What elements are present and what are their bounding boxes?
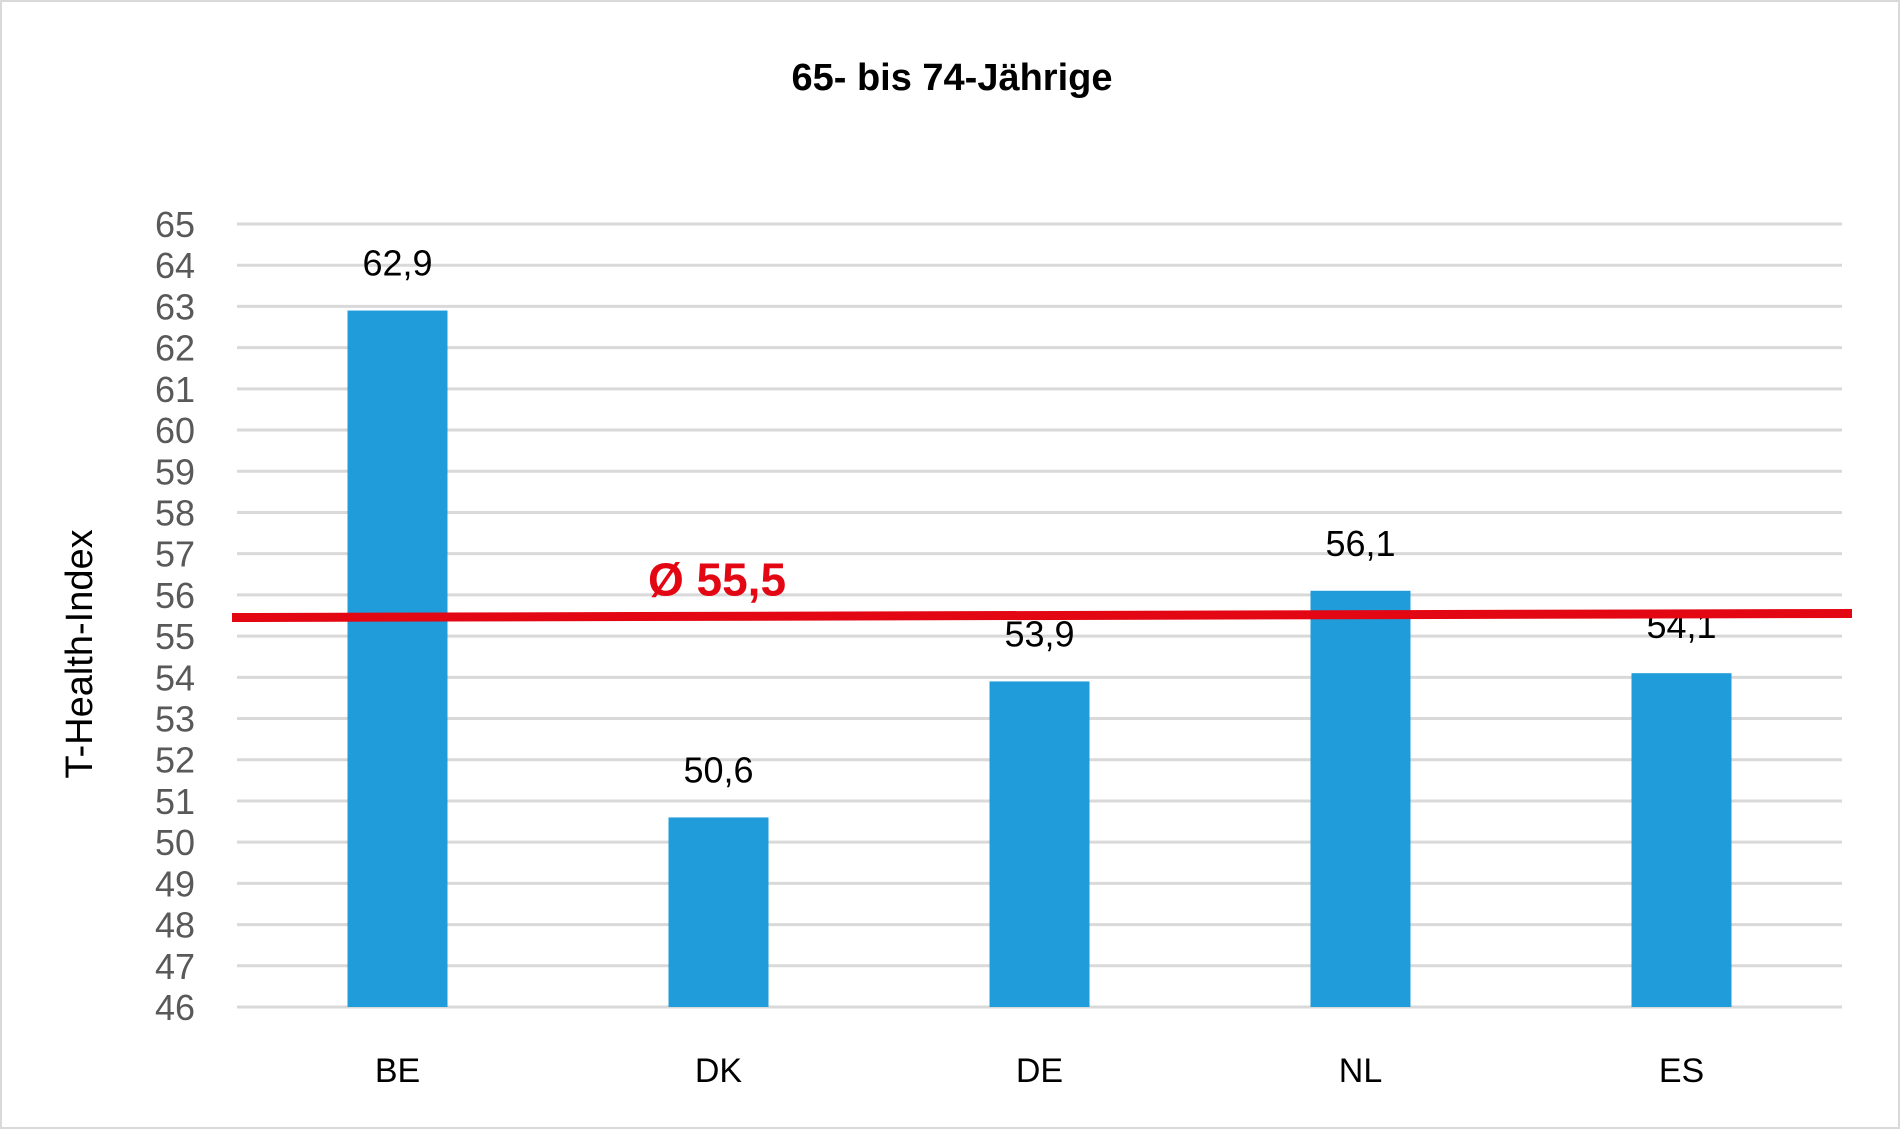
y-tick-label: 49: [155, 863, 195, 904]
average-line-group: Ø 55,5: [231, 554, 1853, 622]
average-line: [231, 609, 1853, 622]
category-label: ES: [1659, 1052, 1704, 1090]
y-tick-label: 60: [155, 410, 195, 451]
y-tick-label: 52: [155, 740, 195, 781]
y-tick-label: 55: [155, 616, 195, 657]
category-label: NL: [1339, 1052, 1382, 1090]
category-label: DK: [695, 1052, 743, 1090]
x-axis-categories: BE DK DE NL ES: [375, 1052, 1704, 1090]
y-tick-label: 53: [155, 699, 195, 740]
category-label: BE: [375, 1052, 420, 1090]
bars: [347, 310, 1732, 1007]
y-tick-label: 62: [155, 328, 195, 369]
y-axis-label: T-Health-Index: [59, 529, 101, 778]
data-label: 56,1: [1325, 523, 1395, 564]
y-tick-label: 51: [155, 781, 195, 822]
y-tick-label: 64: [155, 245, 195, 286]
data-labels: 62,950,653,956,154,1: [362, 243, 1716, 791]
y-tick-label: 48: [155, 905, 195, 946]
data-label: 62,9: [362, 243, 432, 284]
y-tick-label: 65: [155, 204, 195, 245]
bar: [1310, 590, 1411, 1007]
average-label: Ø 55,5: [648, 554, 786, 606]
y-tick-label: 50: [155, 822, 195, 863]
y-tick-label: 57: [155, 534, 195, 575]
category-label: DE: [1016, 1052, 1063, 1090]
bar: [1631, 673, 1732, 1007]
y-tick-label: 54: [155, 657, 195, 698]
bar: [989, 681, 1090, 1007]
y-tick-label: 56: [155, 575, 195, 616]
y-tick-label: 47: [155, 946, 195, 987]
bar: [668, 817, 769, 1007]
bar: [347, 310, 448, 1007]
data-label: 53,9: [1004, 613, 1074, 654]
y-tick-label: 46: [155, 987, 195, 1028]
y-tick-label: 58: [155, 492, 195, 533]
chart-title: 65- bis 74-Jährige: [791, 57, 1112, 99]
y-tick-label: 63: [155, 286, 195, 327]
gridlines: [237, 222, 1842, 1009]
data-label: 50,6: [683, 749, 753, 790]
y-tick-label: 61: [155, 369, 195, 410]
y-tick-label: 59: [155, 451, 195, 492]
